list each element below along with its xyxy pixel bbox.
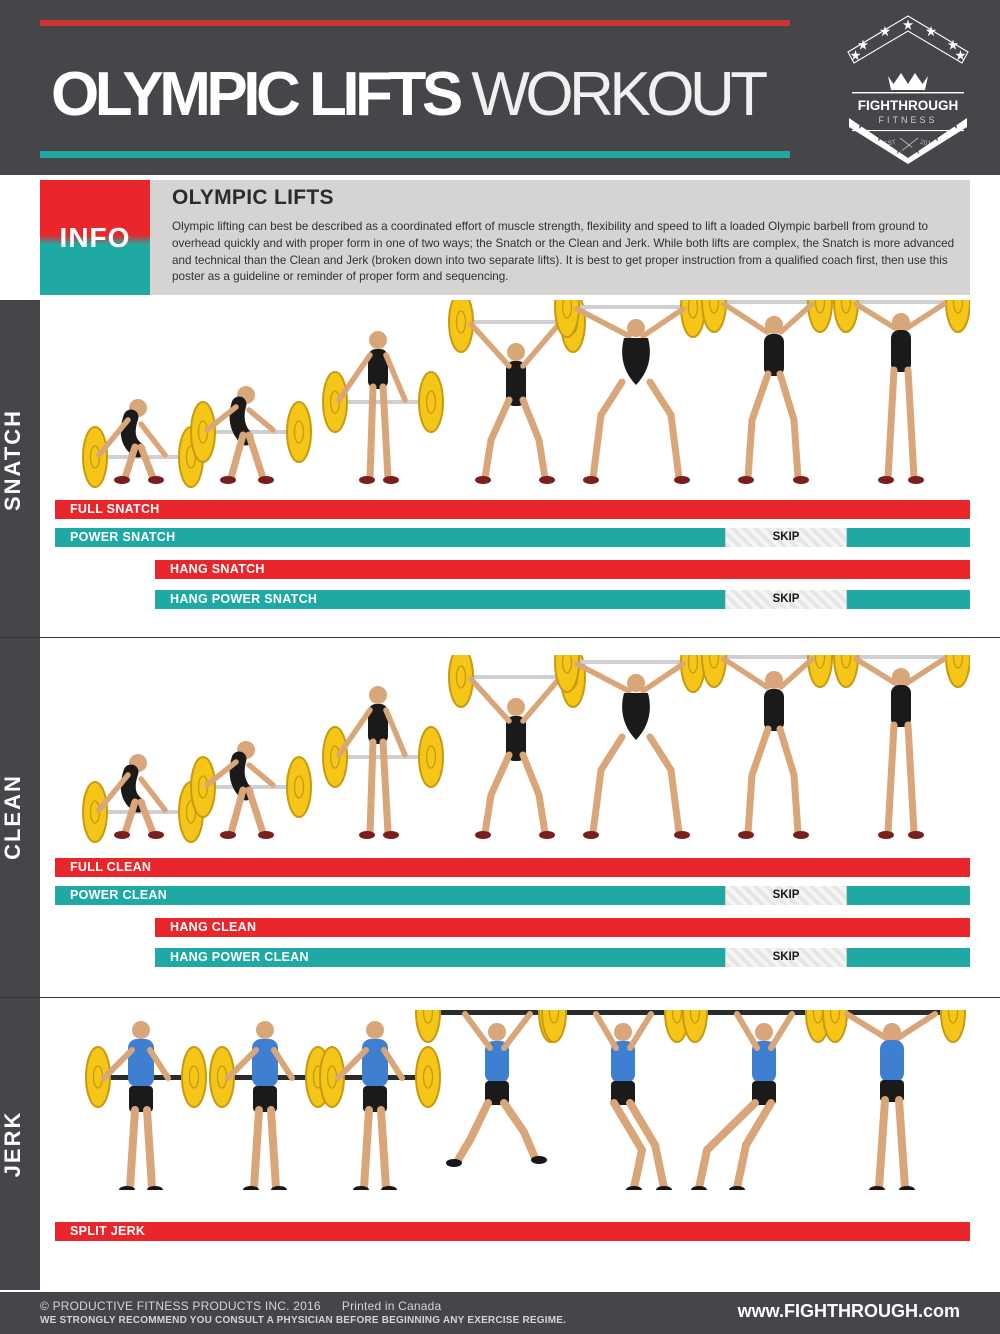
svg-text:FITNESS: FITNESS xyxy=(878,115,937,125)
svg-text:FIGHTHROUGH: FIGHTHROUGH xyxy=(858,98,959,113)
